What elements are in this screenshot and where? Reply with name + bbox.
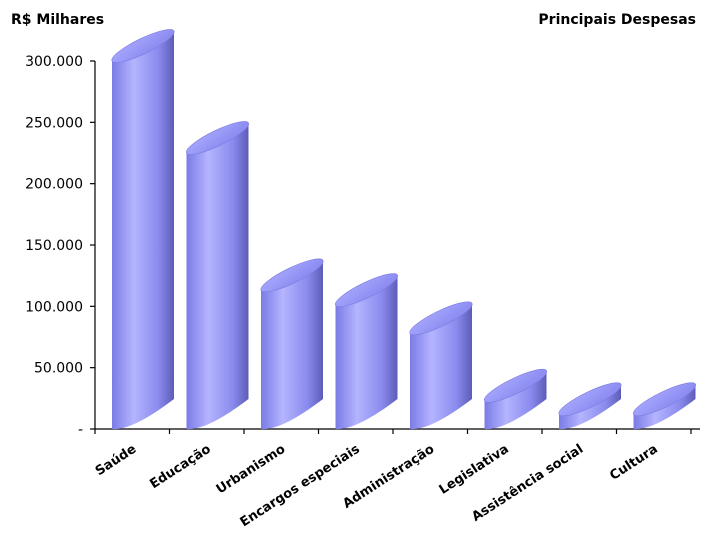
bar-body bbox=[410, 303, 472, 430]
x-tick-label: Legislativa bbox=[437, 442, 512, 498]
bar-4 bbox=[409, 301, 473, 430]
bar-7 bbox=[633, 382, 696, 430]
y-tick-label: 300.000 bbox=[25, 54, 83, 70]
bar-body bbox=[112, 31, 174, 430]
x-tick-label: Encargos especiais bbox=[238, 442, 363, 531]
bar-body bbox=[186, 123, 249, 430]
bar-3 bbox=[335, 273, 398, 430]
bar-0 bbox=[111, 29, 175, 430]
bar-top bbox=[111, 29, 175, 63]
bar-top bbox=[186, 121, 249, 155]
bar-body bbox=[335, 275, 398, 430]
x-tick-label: Urbanismo bbox=[214, 442, 288, 498]
bar-body bbox=[261, 260, 323, 430]
bar-5 bbox=[484, 368, 547, 430]
bar-6 bbox=[558, 382, 622, 430]
chart-title: Principais Despesas bbox=[538, 12, 696, 28]
bar-2 bbox=[260, 258, 324, 430]
bar-top bbox=[335, 273, 398, 307]
y-tick-label: 150.000 bbox=[25, 238, 83, 254]
bar-top bbox=[484, 368, 547, 403]
y-tick-label: 50.000 bbox=[34, 361, 83, 377]
bar-top bbox=[409, 301, 473, 336]
bar-top bbox=[260, 258, 324, 293]
bar-1 bbox=[186, 121, 249, 430]
y-axis-title: R$ Milhares bbox=[11, 12, 105, 28]
y-tick-label: - bbox=[78, 422, 83, 438]
bar-top bbox=[558, 382, 622, 417]
x-tick-label: Educação bbox=[147, 442, 213, 492]
y-tick-label: 100.000 bbox=[25, 299, 83, 315]
bar-top bbox=[633, 382, 696, 417]
y-tick-label: 250.000 bbox=[25, 115, 83, 131]
y-tick-label: 200.000 bbox=[25, 177, 83, 193]
x-tick-label: Saúde bbox=[93, 442, 139, 479]
x-tick-label: Cultura bbox=[607, 442, 660, 484]
